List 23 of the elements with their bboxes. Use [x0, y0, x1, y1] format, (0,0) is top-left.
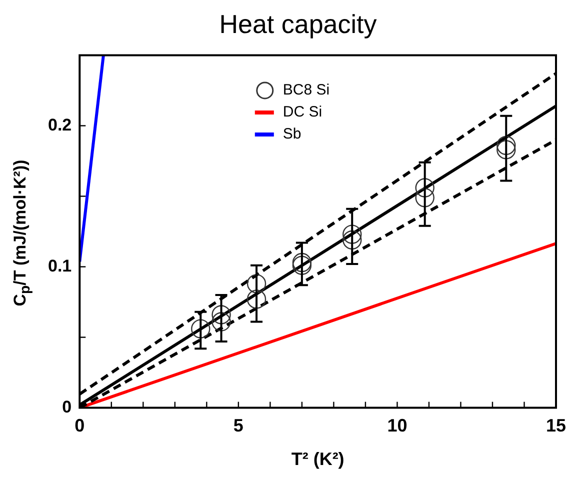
point: [496, 136, 516, 156]
legend-label: BC8 Si: [282, 82, 330, 99]
x-axis-title: T² (K²): [291, 449, 344, 470]
point: [246, 274, 266, 294]
point: [212, 312, 231, 332]
x-tick-label: 10: [387, 416, 408, 436]
legend-label: Sb: [282, 126, 302, 143]
x-tick-label: 0: [74, 416, 85, 436]
point: [415, 178, 434, 198]
x-tick-label: 15: [546, 416, 566, 436]
point: [496, 140, 516, 160]
y-tick-label: 0.2: [48, 115, 72, 134]
point: [212, 305, 231, 324]
point: [191, 319, 210, 338]
y-tick-label: 0.1: [48, 256, 72, 276]
point: [246, 290, 266, 309]
x-tick-label: 5: [233, 416, 244, 436]
point: [342, 230, 362, 250]
y-tick-label: 0: [62, 397, 72, 416]
point: [415, 188, 434, 208]
chart-title: Heat capacity: [219, 8, 377, 39]
legend-label: DC Si: [282, 104, 322, 121]
point: [342, 224, 362, 244]
